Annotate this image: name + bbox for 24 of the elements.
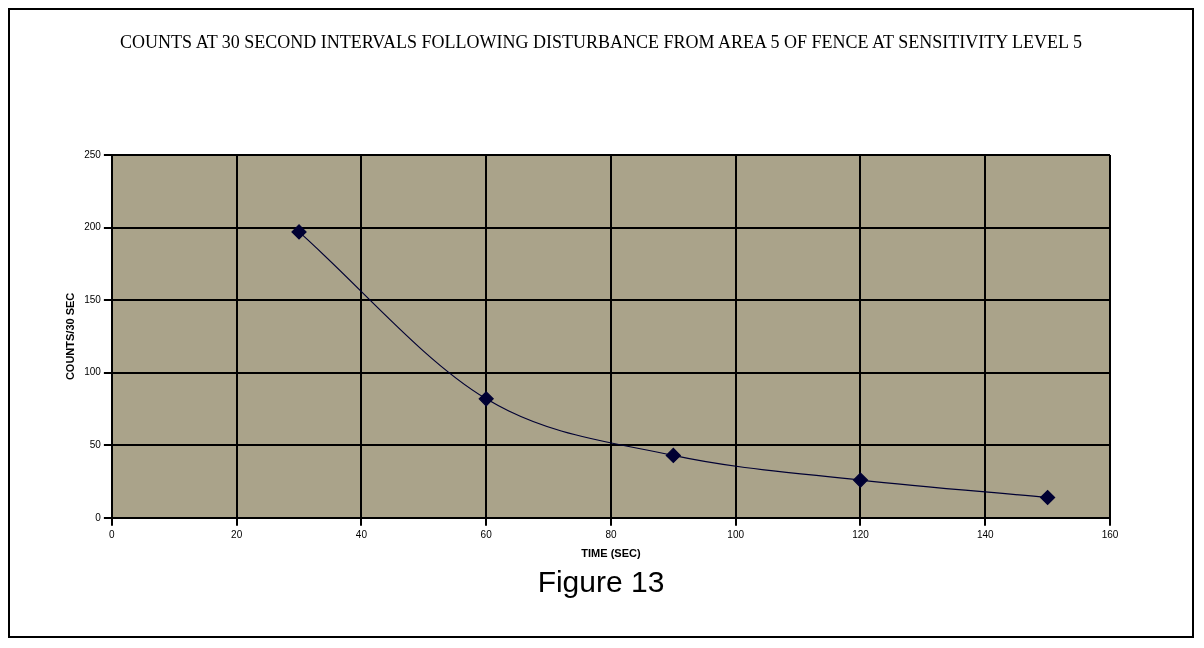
y-tick-label: 200	[84, 221, 102, 233]
x-tick-label: 120	[852, 528, 870, 540]
x-tick-label: 100	[727, 528, 745, 540]
y-tick-label: 100	[84, 366, 102, 378]
point	[852, 472, 869, 488]
point	[1040, 489, 1056, 506]
x-tick-label: 160	[1101, 528, 1119, 540]
y-tick-label: 250	[84, 148, 102, 160]
x-tick-label: 60	[480, 528, 493, 540]
y-tick-label: 50	[89, 438, 102, 450]
y-axis-title: COUNTS/30 SEC	[63, 292, 76, 381]
x-tick-label: 0	[109, 528, 116, 540]
point	[291, 224, 307, 240]
y-tick-label: 150	[84, 293, 102, 305]
x-tick-label: 20	[231, 528, 243, 540]
x-tick-label: 40	[355, 528, 368, 540]
point	[478, 391, 494, 407]
x-axis-title: TIME (SEC)	[581, 547, 641, 560]
chart-title: COUNTS AT 30 SECOND INTERVALS FOLLOWING DISTURBANCE FROM AREA 5 OF FENCE AT SENSITIVITY LEVEL 5	[119, 31, 1083, 54]
y-tick-label: 0	[95, 511, 102, 523]
caption: Figure 13	[536, 565, 666, 599]
point	[665, 447, 681, 463]
x-tick-label: 80	[605, 528, 617, 540]
x-tick-label: 140	[976, 528, 995, 540]
